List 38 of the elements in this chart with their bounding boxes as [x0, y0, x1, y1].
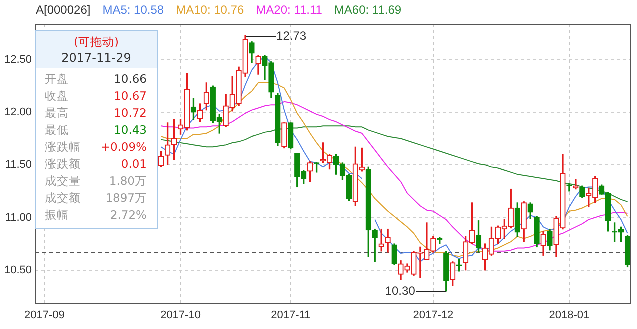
- x-tick-label: 2017-09: [24, 310, 65, 322]
- annotation: 10.67: [114, 88, 147, 105]
- text: MA5: 10.58: [102, 3, 164, 17]
- annotation: 10.72: [114, 105, 147, 122]
- annotation: 涨跌额: [45, 156, 81, 173]
- annotation: +0.09%: [100, 139, 147, 156]
- x-tick-label: 2018-01: [549, 310, 590, 322]
- annotation: 开盘: [45, 71, 69, 88]
- y-tick-label: 12.50: [4, 54, 32, 66]
- annotation: 最低: [45, 122, 69, 139]
- y-tick-label: 11.00: [5, 212, 32, 224]
- chart-title: A[000026]: [36, 3, 91, 17]
- annotation: 10.43: [114, 122, 147, 139]
- annotation: 2017-11-29: [60, 50, 132, 66]
- x-tick-label: 2017-12: [413, 310, 454, 322]
- annotation: 成交额: [45, 190, 81, 207]
- annotation: 1897万: [106, 190, 147, 207]
- annotation: 最高: [45, 105, 69, 122]
- candlestick: [385, 228, 391, 253]
- y-tick-label: 10.50: [4, 264, 32, 276]
- annotation: 0.01: [121, 156, 147, 173]
- annotation: 12.73: [276, 28, 307, 43]
- annotation: 10.66: [114, 71, 147, 88]
- x-tick-label: 2017-10: [160, 310, 201, 322]
- y-tick-label: 12.00: [4, 106, 32, 118]
- text: MA20: 11.11: [256, 3, 322, 17]
- text: MA60: 11.69: [334, 3, 402, 17]
- annotation: 成交量: [45, 173, 81, 190]
- y-tick-label: 11.50: [5, 159, 32, 172]
- annotation: 涨跌幅: [45, 139, 81, 156]
- annotation: 1.80万: [109, 173, 147, 190]
- annotation: (可拖动): [73, 34, 120, 50]
- annotation: 收盘: [45, 88, 69, 105]
- x-tick-label: 2017-11: [271, 310, 311, 322]
- annotation: 2.72%: [110, 207, 147, 224]
- annotation: 振幅: [45, 207, 69, 224]
- text: MA10: 10.76: [176, 3, 244, 17]
- annotation: 10.30: [385, 284, 416, 298]
